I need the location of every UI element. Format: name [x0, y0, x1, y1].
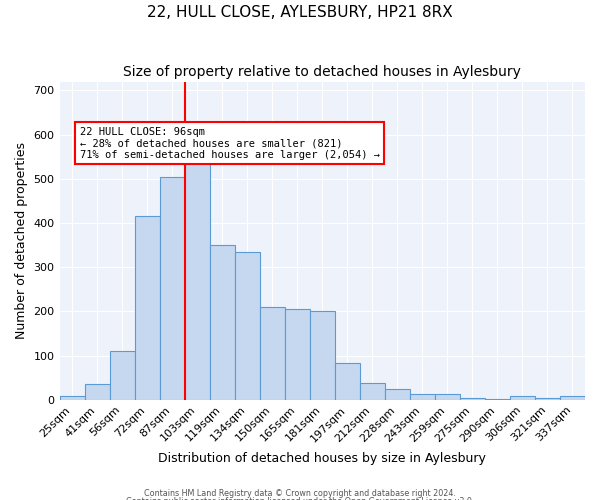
Bar: [260, 307, 285, 400]
Text: 22, HULL CLOSE, AYLESBURY, HP21 8RX: 22, HULL CLOSE, AYLESBURY, HP21 8RX: [147, 5, 453, 20]
Bar: [110, 351, 134, 400]
Bar: [160, 176, 185, 400]
Text: 22 HULL CLOSE: 96sqm
← 28% of detached houses are smaller (821)
71% of semi-deta: 22 HULL CLOSE: 96sqm ← 28% of detached h…: [80, 126, 380, 160]
Bar: [285, 309, 310, 400]
Bar: [535, 398, 560, 400]
Bar: [185, 146, 209, 400]
Text: Contains public sector information licensed under the Open Government Licence v3: Contains public sector information licen…: [126, 497, 474, 500]
Bar: [435, 394, 460, 400]
Bar: [335, 363, 360, 400]
Title: Size of property relative to detached houses in Aylesbury: Size of property relative to detached ho…: [124, 65, 521, 79]
Bar: [85, 384, 110, 400]
Bar: [360, 384, 385, 400]
Bar: [410, 394, 435, 400]
Bar: [134, 216, 160, 400]
Bar: [209, 245, 235, 400]
Bar: [560, 396, 585, 400]
Y-axis label: Number of detached properties: Number of detached properties: [15, 142, 28, 339]
Text: Contains HM Land Registry data © Crown copyright and database right 2024.: Contains HM Land Registry data © Crown c…: [144, 488, 456, 498]
Bar: [310, 312, 335, 400]
Bar: [385, 389, 410, 400]
X-axis label: Distribution of detached houses by size in Aylesbury: Distribution of detached houses by size …: [158, 452, 486, 465]
Bar: [510, 396, 535, 400]
Bar: [460, 398, 485, 400]
Bar: [59, 396, 85, 400]
Bar: [485, 399, 510, 400]
Bar: [235, 252, 260, 400]
